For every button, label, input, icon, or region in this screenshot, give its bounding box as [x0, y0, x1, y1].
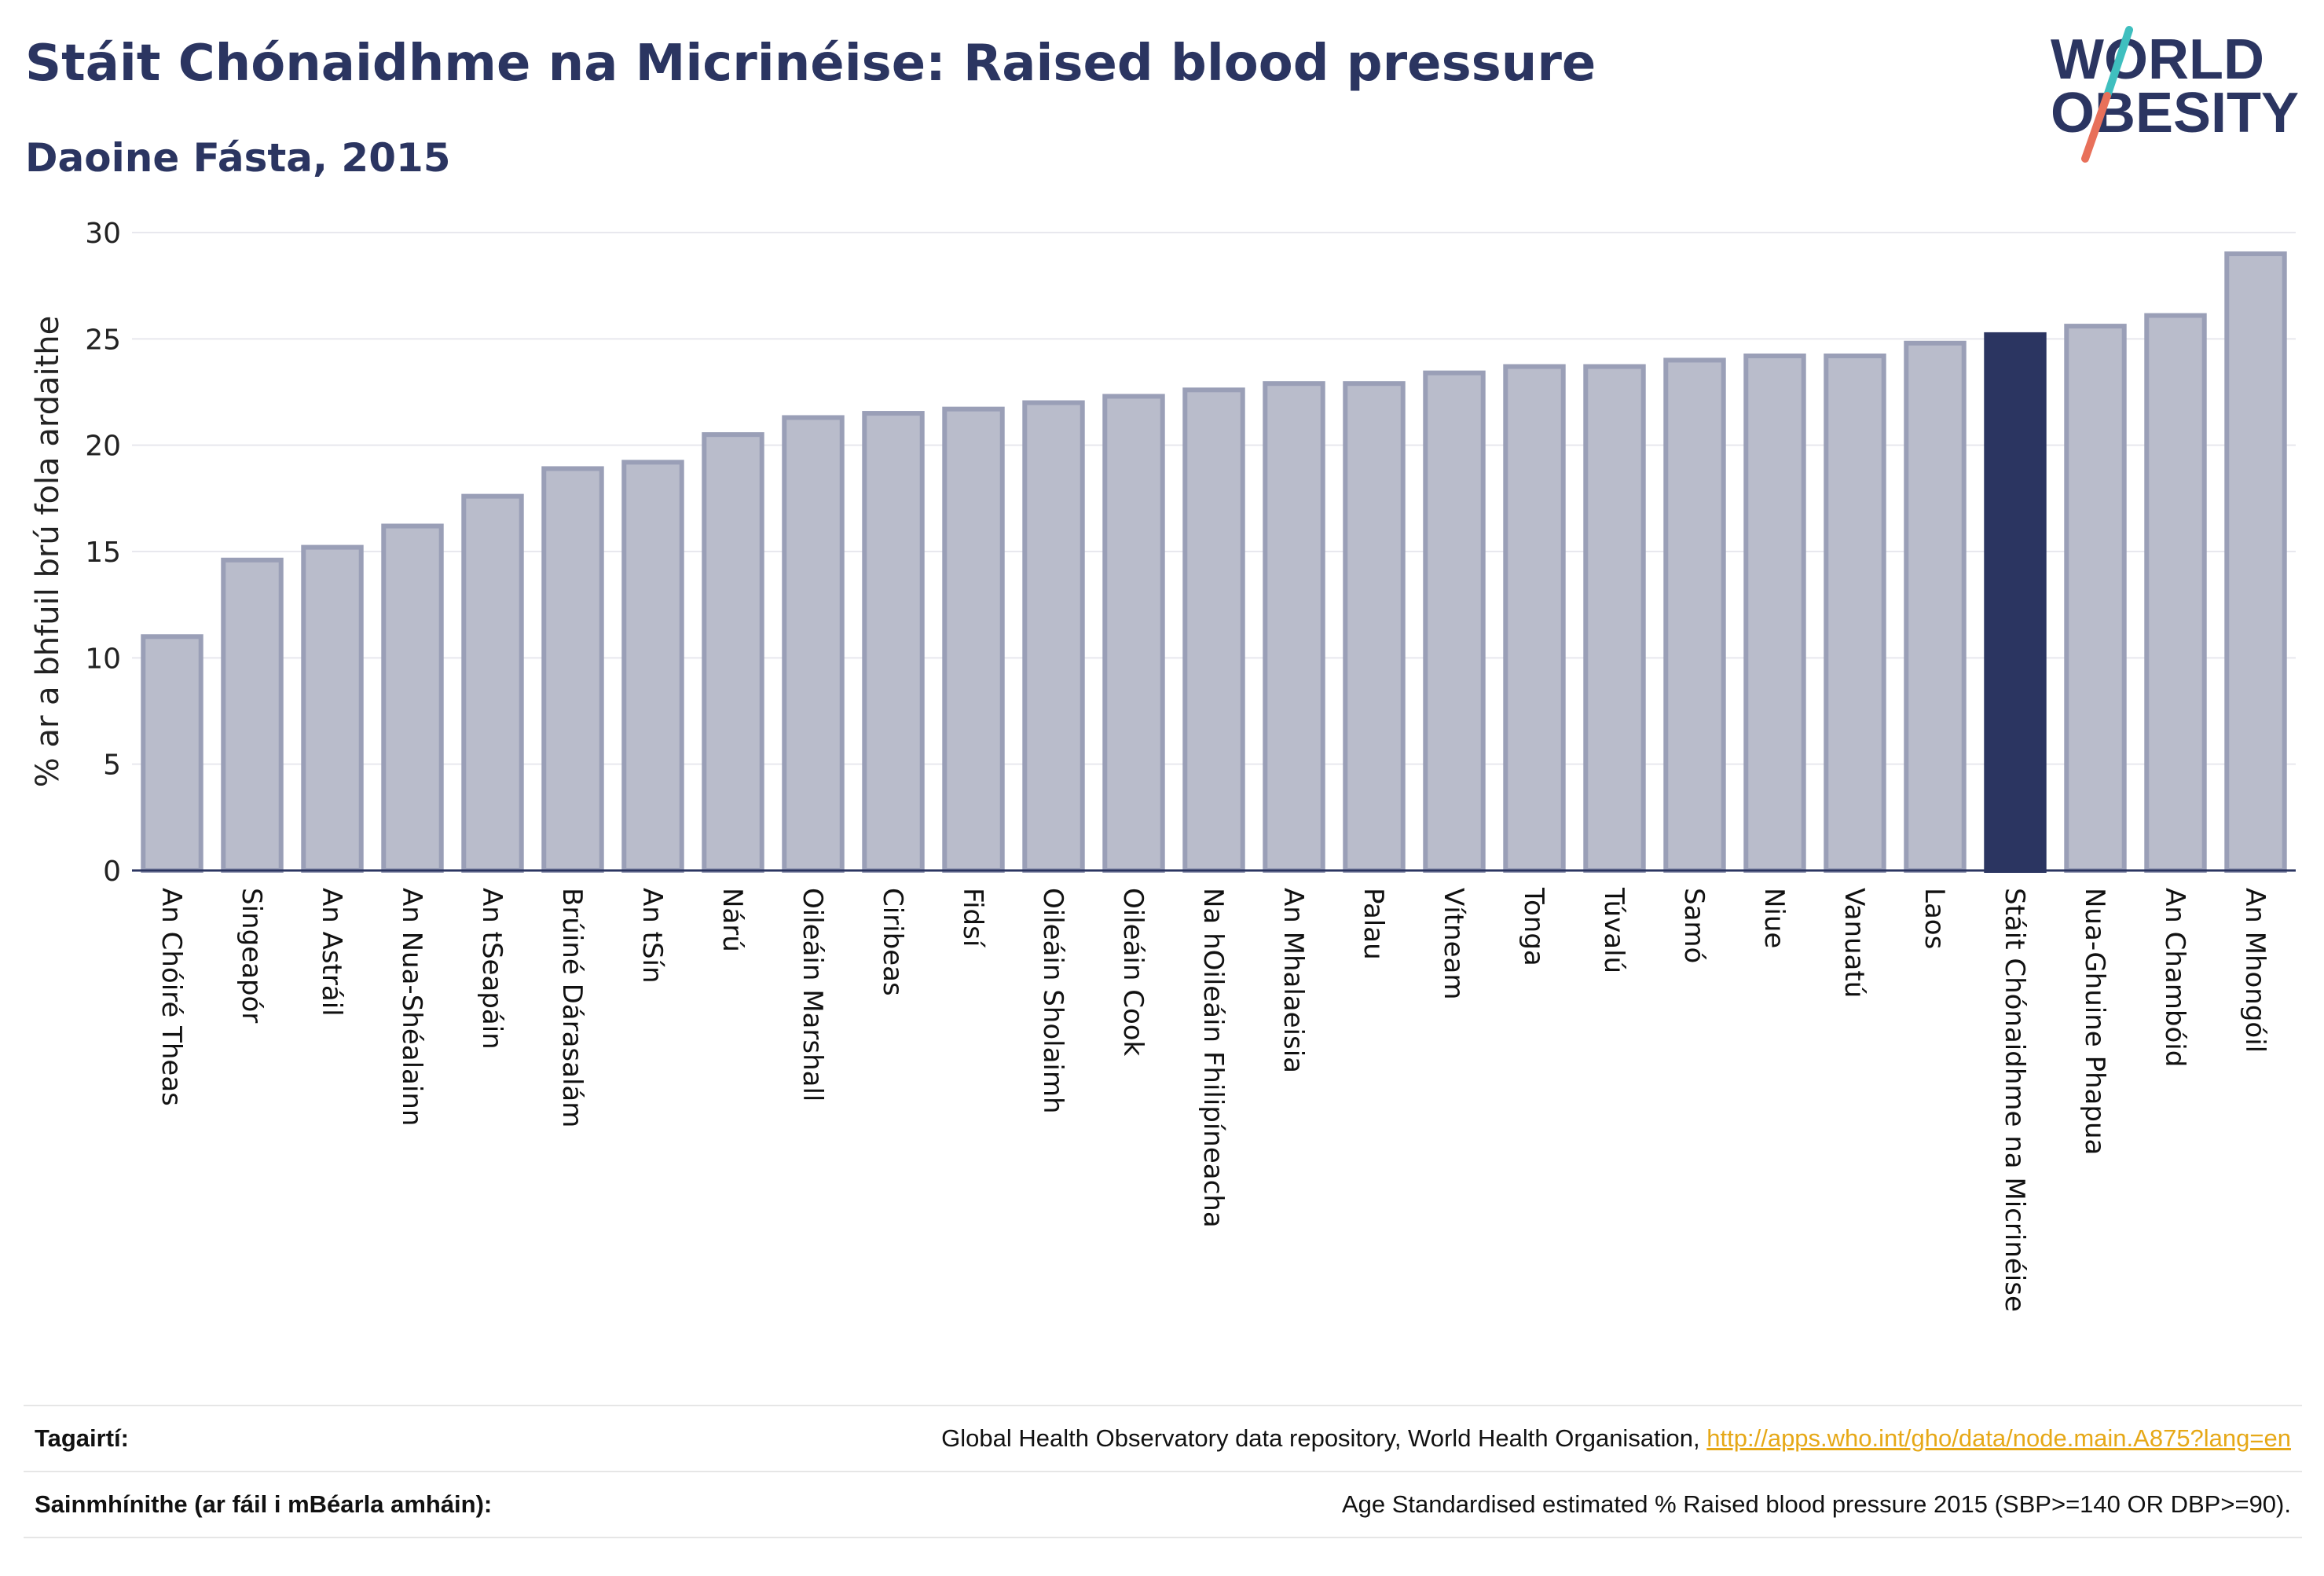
bar: [1583, 364, 1646, 873]
x-tick-label: An Nua-Shéalainn: [396, 888, 427, 1126]
bar: [2064, 324, 2127, 873]
bar: [942, 406, 1005, 873]
y-tick-label: 10: [85, 643, 121, 675]
bar: [862, 411, 925, 873]
x-tick-label: Palau: [1358, 888, 1389, 960]
bar: [782, 415, 845, 873]
bar: [221, 557, 284, 873]
bar: [1743, 353, 1806, 873]
references-link[interactable]: http://apps.who.int/gho/data/node.main.A…: [1706, 1424, 2291, 1452]
y-tick-label: 0: [103, 856, 121, 888]
x-tick-label: Nua-Ghuine Phapua: [2079, 888, 2110, 1155]
x-tick-label: Oileáin Marshall: [797, 888, 828, 1101]
bar: [1182, 387, 1245, 873]
x-tick-label: Ciribeas: [877, 888, 908, 996]
x-tick-label: Tonga: [1518, 887, 1549, 966]
logo-slash-top: [2103, 26, 2133, 100]
x-tick-label: Oileáin Cook: [1117, 888, 1149, 1057]
bar: [301, 544, 364, 873]
x-tick-label: Oileáin Sholaimh: [1037, 888, 1069, 1114]
bar: [1984, 332, 2047, 874]
world-obesity-logo: WORLD OBESITY: [2051, 26, 2299, 163]
definitions-label: Sainmhínithe (ar fáil i mBéarla amháin):: [35, 1490, 493, 1518]
logo-slash-bottom: [2081, 92, 2111, 163]
references-row: Tagairtí: Global Health Observatory data…: [24, 1405, 2302, 1471]
x-tick-label: An Chambóid: [2159, 888, 2190, 1067]
bar: [141, 634, 203, 873]
definitions-text: Age Standardised estimated % Raised bloo…: [1341, 1490, 2291, 1518]
y-tick-label: 30: [85, 218, 121, 250]
bar: [621, 460, 684, 873]
x-tick-label: An tSeapáin: [476, 888, 508, 1050]
y-axis-title: % ar a bhfuil brú fola ardaithe: [30, 316, 66, 787]
chart-title: Stáit Chónaidhme na Micrinéise: Raised b…: [25, 35, 1596, 93]
logo-line-1: WORLD: [2051, 28, 2264, 91]
bar-chart: 0 5 10 15 20 25 30 % ar a bhfuil brú fola ardai…: [30, 218, 2296, 1312]
bar: [1904, 340, 1967, 874]
x-tick-label: An Mhalaeisia: [1277, 888, 1309, 1073]
x-tick-label: Túvalú: [1598, 887, 1629, 973]
notes-table: Tagairtí: Global Health Observatory data…: [24, 1405, 2302, 1538]
bar: [541, 466, 604, 873]
x-tick-label: An Chóiré Theas: [156, 888, 187, 1106]
x-tick-label: An Astráil: [316, 888, 347, 1017]
y-tick-label: 25: [85, 324, 121, 356]
x-tick-label: Laos: [1919, 888, 1950, 949]
y-tick-label: 20: [85, 431, 121, 463]
bar: [381, 523, 444, 874]
x-tick-label: An Mhongóil: [2239, 888, 2271, 1053]
x-tick-label: Fidsí: [957, 888, 988, 948]
bar: [1263, 381, 1325, 873]
x-tick-label: Samó: [1678, 888, 1710, 963]
bar: [2144, 313, 2207, 873]
bar: [1824, 353, 1886, 873]
x-tick-label: Singeapór: [236, 888, 267, 1023]
y-tick-label: 15: [85, 537, 121, 569]
x-tick-label: Nárú: [717, 888, 748, 952]
bar: [1022, 400, 1085, 873]
x-tick-label: Brúiné Dárasalám: [556, 888, 588, 1127]
bar: [2224, 251, 2287, 874]
references-value: Global Health Observatory data repositor…: [941, 1424, 2291, 1453]
x-tick-label: Stáit Chónaidhme na Micrinéise: [1999, 888, 2030, 1312]
bar: [461, 493, 524, 873]
x-tick-label: Niue: [1758, 888, 1790, 948]
bar: [1423, 370, 1486, 873]
references-text: Global Health Observatory data repositor…: [941, 1424, 1700, 1452]
y-tick-label: 5: [103, 750, 121, 782]
bar: [1102, 394, 1165, 873]
references-label: Tagairtí:: [35, 1424, 129, 1452]
x-tick-label: An tSín: [636, 888, 668, 984]
x-tick-label: Vítneam: [1438, 888, 1469, 999]
chart-subtitle: Daoine Fásta, 2015: [25, 135, 451, 181]
x-tick-label: Na hOileáin Fhilipíneacha: [1197, 888, 1229, 1228]
x-tick-label: Vanuatú: [1838, 888, 1870, 998]
bar: [702, 432, 764, 873]
definitions-row: Sainmhínithe (ar fáil i mBéarla amháin):…: [24, 1471, 2302, 1538]
bar: [1503, 364, 1566, 873]
bar: [1343, 381, 1406, 873]
bar: [1663, 357, 1726, 873]
